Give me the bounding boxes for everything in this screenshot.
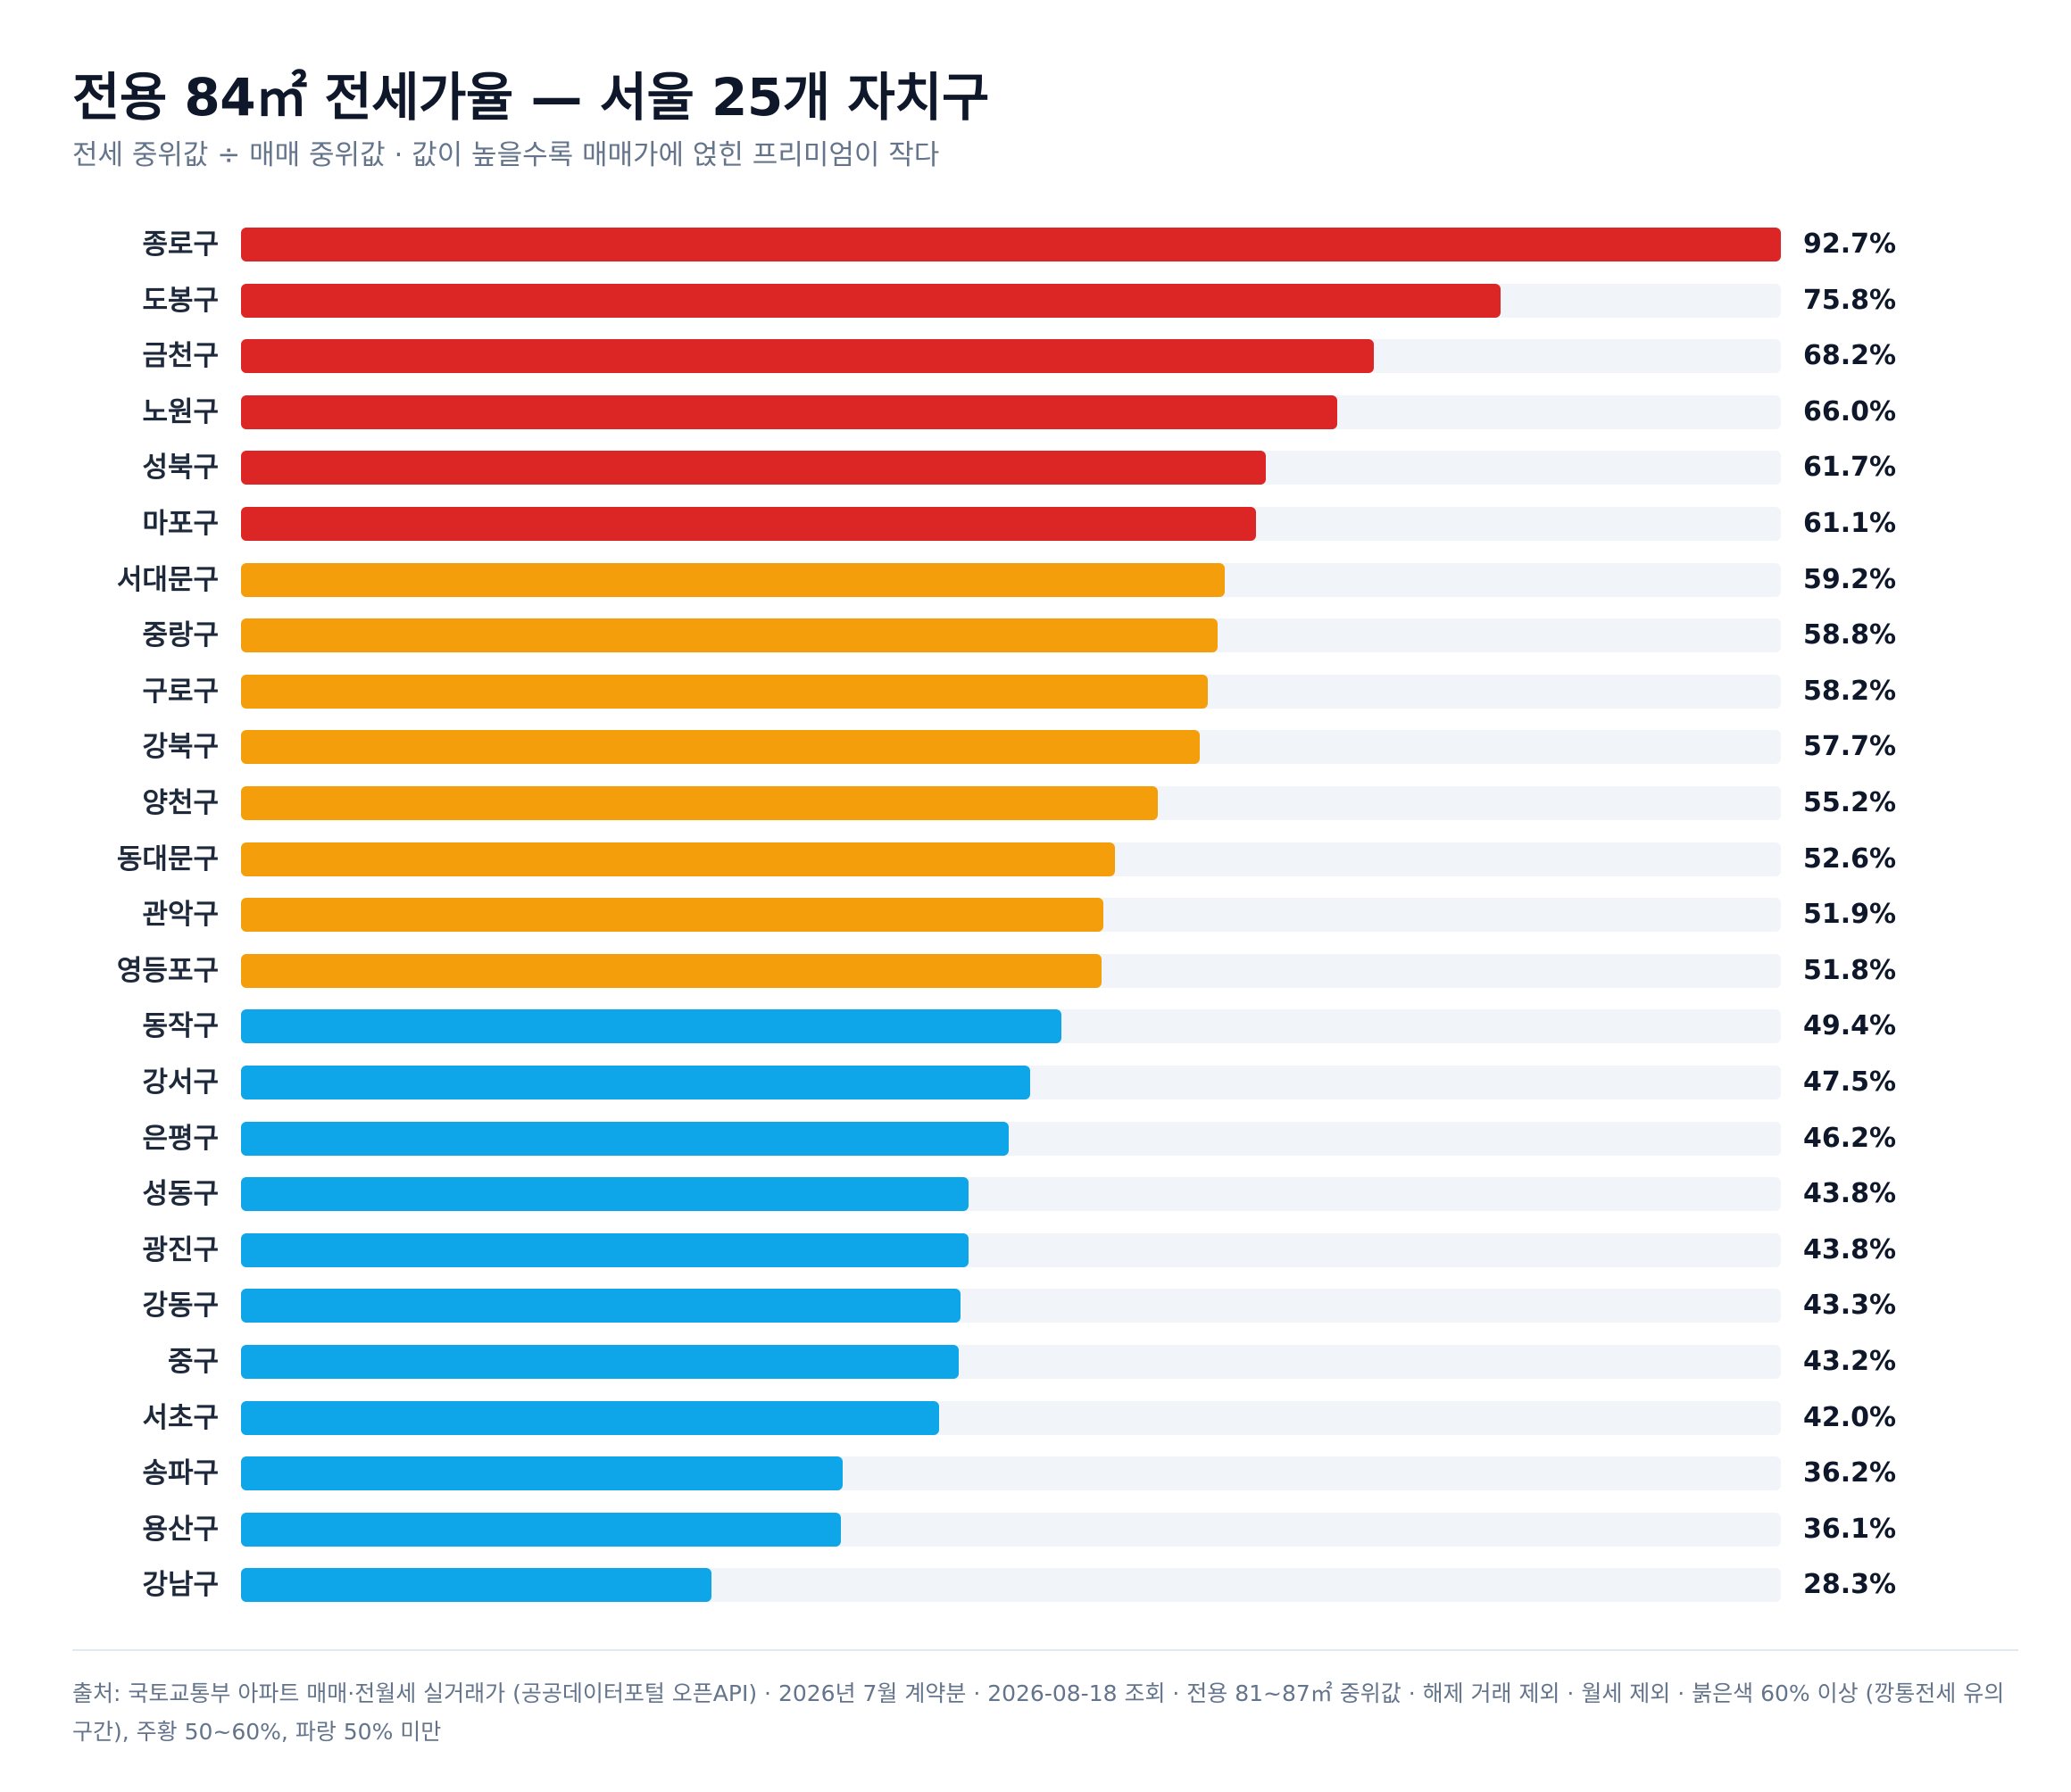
bar-category-label: 광진구 <box>142 1234 219 1266</box>
bar <box>241 1401 939 1435</box>
bar <box>241 339 1375 373</box>
bar-category-label: 강북구 <box>142 731 219 763</box>
bar-value-label: 36.2% <box>1803 1457 1897 1489</box>
bar-value-label: 43.3% <box>1803 1290 1897 1321</box>
bar-category-label: 도봉구 <box>142 285 219 317</box>
bar-value-label: 47.5% <box>1803 1066 1897 1098</box>
bar-value-label: 52.6% <box>1803 843 1897 875</box>
bar-category-label: 동작구 <box>142 1010 219 1042</box>
bar <box>241 618 1218 652</box>
bar <box>241 954 1102 988</box>
bar-category-label: 영등포구 <box>116 955 219 987</box>
bar-value-label: 75.8% <box>1803 285 1897 316</box>
bar <box>241 451 1267 485</box>
bar-category-label: 관악구 <box>142 899 219 931</box>
bar <box>241 1456 843 1490</box>
bar-value-label: 61.7% <box>1803 452 1897 483</box>
bar-category-label: 양천구 <box>142 787 219 819</box>
bar-category-label: 강남구 <box>142 1569 219 1601</box>
bar-category-label: 서초구 <box>142 1402 219 1434</box>
bar <box>241 1513 841 1547</box>
bar-value-label: 58.2% <box>1803 676 1897 707</box>
bar-category-label: 성동구 <box>142 1178 219 1210</box>
bar <box>241 1233 969 1267</box>
bar <box>241 1066 1030 1099</box>
bar-category-label: 성북구 <box>142 452 219 484</box>
bar-category-label: 종로구 <box>142 228 219 261</box>
source-footnote: 출처: 국토교통부 아파트 매매·전월세 실거래가 (공공데이터포털 오픈API… <box>72 1680 2005 1745</box>
bar-value-label: 43.8% <box>1803 1178 1897 1209</box>
bar-value-label: 59.2% <box>1803 564 1897 595</box>
bar-category-label: 마포구 <box>142 508 219 540</box>
bar-value-label: 55.2% <box>1803 787 1897 818</box>
bar <box>241 228 1781 261</box>
bar-value-label: 43.8% <box>1803 1234 1897 1265</box>
bar <box>241 1345 959 1379</box>
bar <box>241 1289 961 1323</box>
bar-value-label: 57.7% <box>1803 731 1897 762</box>
chart-subtitle: 전세 중위값 ÷ 매매 중위값 · 값이 높을수록 매매가에 얹힌 프리미엄이 … <box>72 139 940 171</box>
bar-value-label: 68.2% <box>1803 340 1897 371</box>
bar-value-label: 92.7% <box>1803 228 1897 260</box>
bar <box>241 507 1256 541</box>
bar <box>241 1568 711 1602</box>
bar-category-label: 용산구 <box>142 1514 219 1546</box>
bar-value-label: 28.3% <box>1803 1569 1897 1600</box>
bar-category-label: 강동구 <box>142 1290 219 1322</box>
bar-category-label: 구로구 <box>142 676 219 708</box>
footer-divider <box>72 1649 2018 1651</box>
bar-category-label: 중랑구 <box>142 619 219 651</box>
chart-title: 전용 84㎡ 전세가율 — 서울 25개 자치구 <box>72 67 989 128</box>
bar-category-label: 금천구 <box>142 340 219 372</box>
bar-category-label: 중구 <box>167 1346 219 1378</box>
bar <box>241 395 1338 429</box>
bar-value-label: 43.2% <box>1803 1346 1897 1377</box>
bar <box>241 284 1501 318</box>
bar-value-label: 36.1% <box>1803 1514 1897 1545</box>
bar-category-label: 송파구 <box>142 1457 219 1489</box>
bar <box>241 1177 969 1211</box>
bar <box>241 1009 1062 1043</box>
bar <box>241 842 1115 876</box>
bar <box>241 675 1208 709</box>
bar <box>241 898 1103 932</box>
bar-value-label: 58.8% <box>1803 619 1897 651</box>
bar-category-label: 서대문구 <box>116 564 219 596</box>
bar-value-label: 51.9% <box>1803 899 1897 930</box>
bar-category-label: 노원구 <box>142 396 219 428</box>
bar <box>241 563 1225 597</box>
bar-value-label: 51.8% <box>1803 955 1897 986</box>
bar-category-label: 강서구 <box>142 1066 219 1099</box>
bar-value-label: 42.0% <box>1803 1402 1897 1433</box>
bar-category-label: 동대문구 <box>116 843 219 875</box>
bar-chart: 종로구 92.7% 도봉구 75.8% 금천구 68.2% 노원구 66.0% 성북구 61.7%… <box>116 228 1897 1602</box>
bar-value-label: 49.4% <box>1803 1010 1897 1041</box>
bar <box>241 786 1159 820</box>
bar <box>241 730 1200 764</box>
bar-value-label: 61.1% <box>1803 508 1897 539</box>
bar <box>241 1122 1009 1156</box>
bar-value-label: 46.2% <box>1803 1123 1897 1154</box>
bar-value-label: 66.0% <box>1803 396 1897 427</box>
bar-category-label: 은평구 <box>142 1123 219 1155</box>
